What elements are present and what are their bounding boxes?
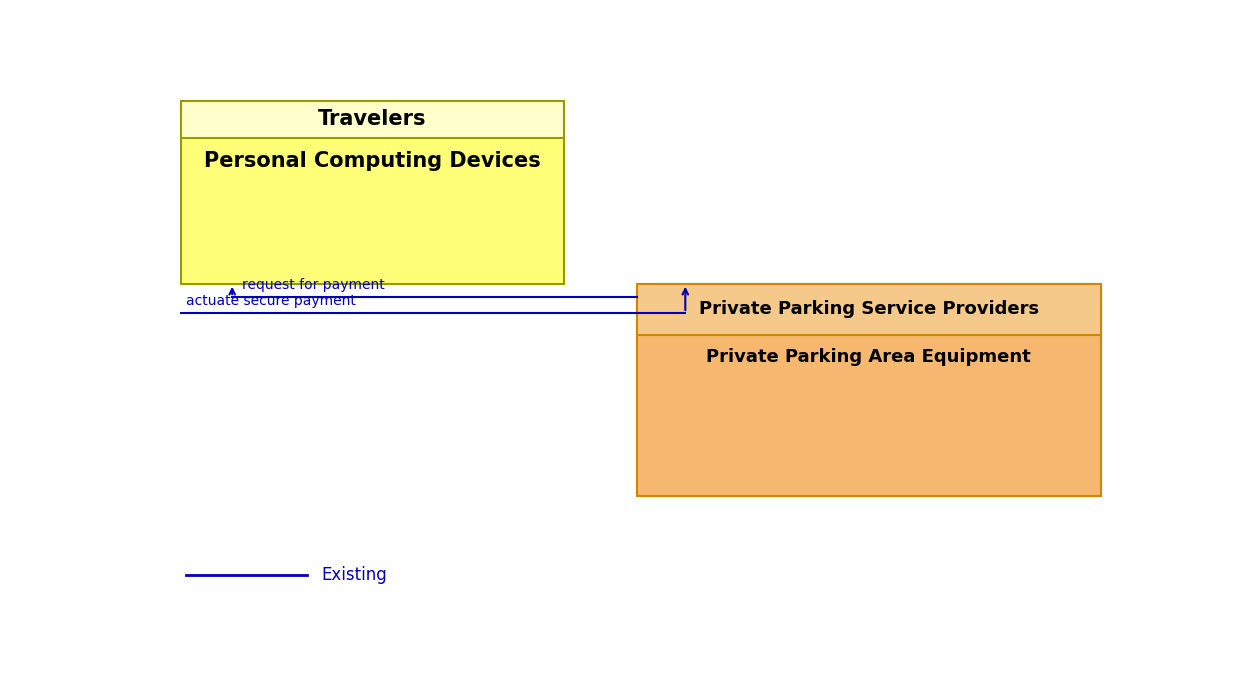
Text: Existing: Existing (322, 566, 387, 584)
Bar (180, 101, 563, 138)
Bar (637, 284, 1101, 335)
Bar (180, 101, 563, 284)
Text: Travelers: Travelers (318, 109, 427, 129)
Text: Personal Computing Devices: Personal Computing Devices (204, 151, 541, 171)
Text: Private Parking Service Providers: Private Parking Service Providers (699, 300, 1039, 319)
Text: Private Parking Area Equipment: Private Parking Area Equipment (706, 348, 1032, 366)
Text: request for payment: request for payment (242, 278, 384, 292)
Bar (637, 284, 1101, 496)
Text: actuate secure payment: actuate secure payment (185, 294, 356, 308)
